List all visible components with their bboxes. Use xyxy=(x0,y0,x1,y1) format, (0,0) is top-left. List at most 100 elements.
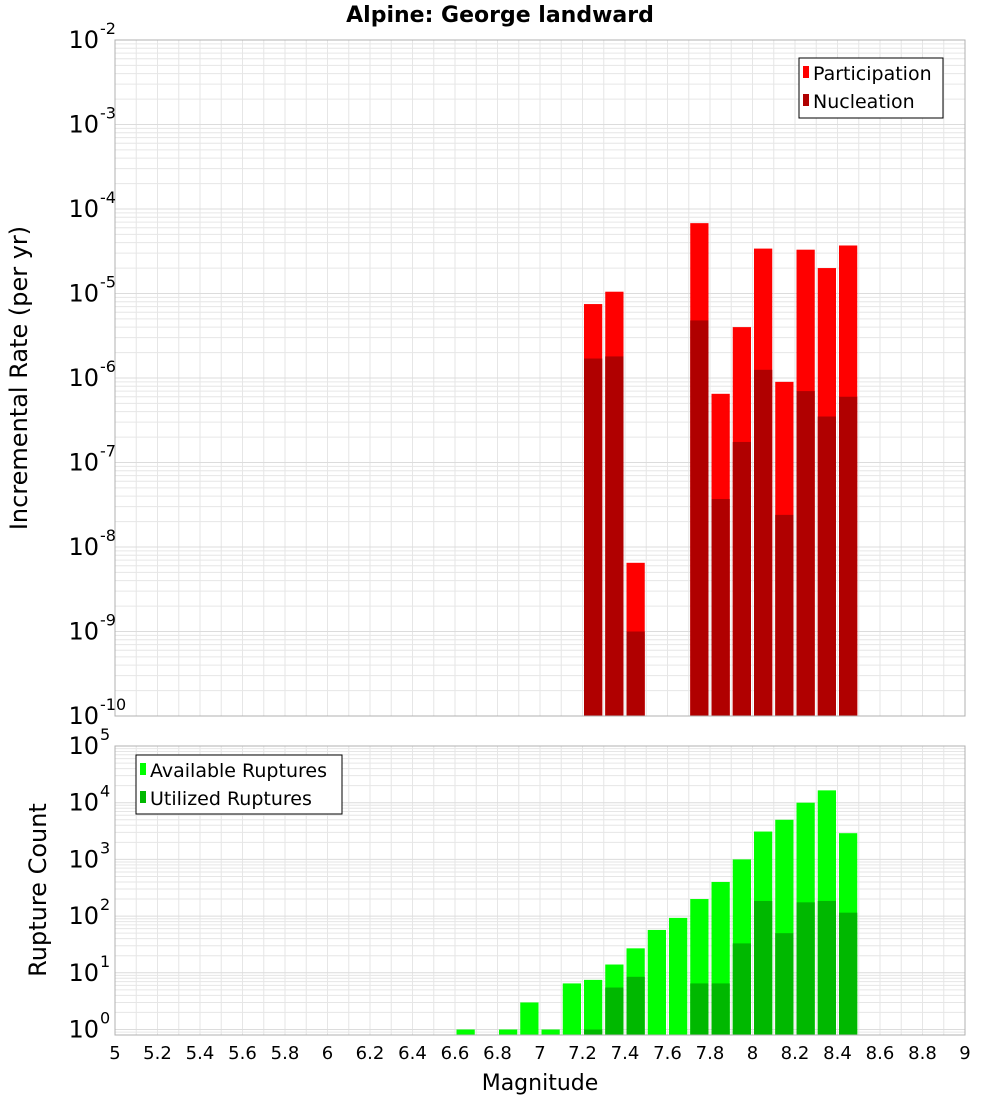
legend-available-swatch xyxy=(140,763,146,775)
legend-utilized-label: Utilized Ruptures xyxy=(150,788,312,810)
nucleation-bar xyxy=(754,369,773,716)
chart-title: Alpine: George landward xyxy=(346,3,654,28)
utilized-ruptures-bar xyxy=(839,912,858,1035)
y-tick-label: 10 xyxy=(68,280,99,308)
x-tick-label: 8 xyxy=(747,1043,758,1064)
y-tick-exponent: -9 xyxy=(100,611,116,630)
y-tick-label: 10 xyxy=(68,449,99,477)
nucleation-bar xyxy=(626,631,645,716)
nucleation-bar xyxy=(732,441,751,716)
y-tick-exponent: -4 xyxy=(100,188,116,207)
y-tick-label: 10 xyxy=(68,533,99,561)
y-tick-label: 10 xyxy=(68,111,99,139)
x-tick-label: 9 xyxy=(959,1043,970,1064)
x-tick-label: 8.8 xyxy=(908,1043,937,1064)
x-tick-label: 5.8 xyxy=(271,1043,300,1064)
nucleation-bar xyxy=(796,391,815,716)
y-tick-exponent: -2 xyxy=(100,19,116,38)
y-tick-label: 10 xyxy=(68,702,99,730)
y-tick-label: 10 xyxy=(68,902,99,930)
utilized-ruptures-bar xyxy=(605,987,624,1035)
y-tick-exponent: 4 xyxy=(100,782,110,801)
utilized-ruptures-bar xyxy=(584,1029,603,1035)
y-tick-exponent: -3 xyxy=(100,104,116,123)
utilized-ruptures-bar xyxy=(711,983,730,1035)
utilized-ruptures-bar xyxy=(732,943,751,1035)
y-tick-label: 10 xyxy=(68,959,99,987)
bottom-bars xyxy=(456,790,858,1035)
top-bars xyxy=(584,223,858,717)
x-tick-label: 7.4 xyxy=(611,1043,640,1064)
x-axis-label: Magnitude xyxy=(482,1071,599,1096)
utilized-ruptures-bar xyxy=(817,900,836,1035)
nucleation-bar xyxy=(711,498,730,716)
top-plot-frame xyxy=(114,39,966,717)
x-tick-label: 7.2 xyxy=(568,1043,597,1064)
top-legend-box xyxy=(798,57,944,119)
nucleation-bar xyxy=(584,358,603,716)
utilized-ruptures-bar xyxy=(690,983,709,1035)
x-tick-label: 5.6 xyxy=(228,1043,257,1064)
y-tick-label: 10 xyxy=(68,845,99,873)
x-tick-label: 7.8 xyxy=(696,1043,725,1064)
y-tick-exponent: -8 xyxy=(100,526,116,545)
available-ruptures-bar xyxy=(584,979,603,1035)
x-tick-label: 5.2 xyxy=(143,1043,172,1064)
y-tick-exponent: -6 xyxy=(100,357,116,376)
y-tick-label: 10 xyxy=(68,26,99,54)
nucleation-bar xyxy=(690,320,709,716)
x-tick-labels: 5 5.2 5.4 5.6 5.8 6 6.2 6.4 6.6 6.8 7 7.2 7.4 7.6 7.8 8… xyxy=(109,1043,970,1064)
y-tick-exponent: 3 xyxy=(100,838,110,857)
utilized-ruptures-bar xyxy=(754,900,773,1035)
y-tick-label: 10 xyxy=(68,1016,99,1044)
available-ruptures-bar xyxy=(647,929,666,1035)
y-tick-label: 10 xyxy=(68,618,99,646)
x-tick-label: 7 xyxy=(534,1043,545,1064)
y-tick-label: 10 xyxy=(68,195,99,223)
y-tick-exponent: -10 xyxy=(100,695,126,714)
legend-utilized-swatch xyxy=(140,791,146,803)
bottom-legend-box xyxy=(135,754,343,815)
top-y-axis-label: Incremental Rate (per yr) xyxy=(5,226,33,530)
y-tick-exponent: -5 xyxy=(100,273,116,292)
available-ruptures-bar xyxy=(520,1002,539,1035)
x-tick-label: 6.6 xyxy=(441,1043,470,1064)
y-tick-exponent: -7 xyxy=(100,442,116,461)
x-tick-label: 5 xyxy=(109,1043,120,1064)
utilized-ruptures-bar xyxy=(626,976,645,1035)
available-ruptures-bar xyxy=(541,1029,560,1035)
x-tick-label: 6.2 xyxy=(356,1043,385,1064)
available-ruptures-bar xyxy=(562,983,581,1035)
top-legend: Participation Nucleation xyxy=(798,57,944,119)
bottom-plot-frame xyxy=(114,745,966,1036)
available-ruptures-bar xyxy=(499,1029,518,1035)
y-tick-exponent: 5 xyxy=(100,725,110,744)
nucleation-bar xyxy=(605,356,624,716)
x-tick-label: 7.6 xyxy=(653,1043,682,1064)
x-tick-label: 6 xyxy=(322,1043,333,1064)
y-tick-label: 10 xyxy=(68,364,99,392)
y-tick-exponent: 1 xyxy=(100,952,110,971)
available-ruptures-bar xyxy=(669,917,688,1035)
y-tick-label: 10 xyxy=(68,789,99,817)
legend-participation-swatch xyxy=(803,66,809,78)
x-tick-label: 8.6 xyxy=(866,1043,895,1064)
x-tick-label: 6.8 xyxy=(483,1043,512,1064)
nucleation-bar xyxy=(817,416,836,716)
legend-nucleation-swatch xyxy=(803,94,809,106)
x-tick-label: 5.4 xyxy=(186,1043,215,1064)
bottom-legend: Available Ruptures Utilized Ruptures xyxy=(135,754,343,815)
legend-available-label: Available Ruptures xyxy=(150,760,327,782)
x-tick-label: 8.2 xyxy=(781,1043,810,1064)
legend-participation-label: Participation xyxy=(813,63,932,85)
bottom-y-axis-label: Rupture Count xyxy=(24,803,52,977)
nucleation-bar xyxy=(839,396,858,716)
y-tick-exponent: 2 xyxy=(100,895,110,914)
top-y-tick-labels: 10-210-310-410-510-610-710-810-910-10 xyxy=(68,19,126,730)
y-tick-label: 10 xyxy=(68,732,99,760)
available-ruptures-bar xyxy=(456,1029,475,1035)
top-panel: 10-210-310-410-510-610-710-810-910-10 In… xyxy=(5,19,966,730)
